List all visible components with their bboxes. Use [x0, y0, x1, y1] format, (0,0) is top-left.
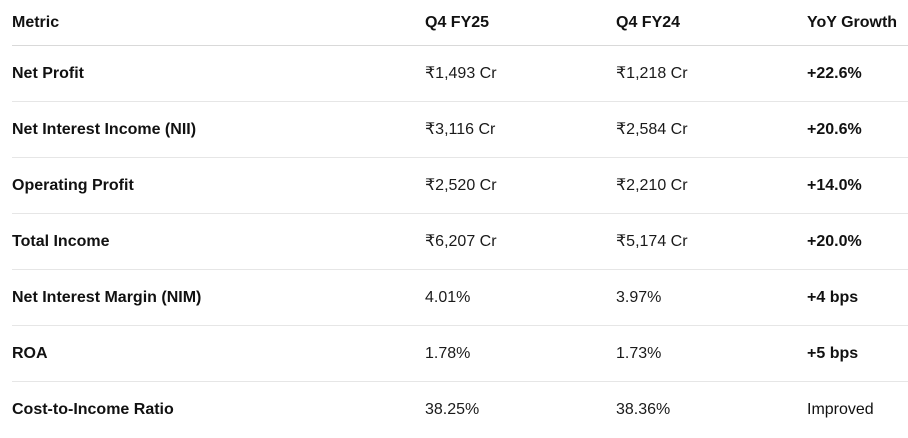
yoy-growth-cell: +20.0%	[807, 232, 862, 250]
metric-cell: Net Profit	[12, 64, 84, 82]
results-table: Metric Q4 FY25 Q4 FY24 YoY Growth Net Pr…	[12, 0, 908, 438]
metric-cell: Operating Profit	[12, 176, 134, 194]
yoy-growth-cell: +22.6%	[807, 64, 862, 82]
q4-fy25-cell: ₹3,116 Cr	[425, 120, 496, 138]
metric-cell: Total Income	[12, 232, 110, 250]
yoy-growth-cell: +20.6%	[807, 120, 862, 138]
table-row: Total Income ₹6,207 Cr ₹5,174 Cr +20.0%	[12, 214, 908, 270]
header-q4-fy24: Q4 FY24	[616, 13, 681, 31]
header-q4-fy25: Q4 FY25	[425, 13, 490, 31]
q4-fy24-cell: 1.73%	[616, 344, 662, 362]
q4-fy24-cell: 3.97%	[616, 288, 662, 306]
table-row: Operating Profit ₹2,520 Cr ₹2,210 Cr +14…	[12, 158, 908, 214]
metric-cell: Net Interest Margin (NIM)	[12, 288, 202, 306]
q4-fy24-cell: ₹1,218 Cr	[616, 64, 688, 82]
q4-fy25-cell: ₹1,493 Cr	[425, 64, 497, 82]
metric-cell: Cost-to-Income Ratio	[12, 401, 174, 418]
q4-fy24-cell: ₹5,174 Cr	[616, 232, 688, 250]
q4-fy25-cell: 1.78%	[425, 344, 471, 362]
yoy-growth-cell: +14.0%	[807, 176, 862, 194]
table-row: Net Interest Income (NII) ₹3,116 Cr ₹2,5…	[12, 102, 908, 158]
table-row: Cost-to-Income Ratio 38.25% 38.36% Impro…	[12, 382, 908, 438]
table-row: Net Profit ₹1,493 Cr ₹1,218 Cr +22.6%	[12, 46, 908, 102]
q4-fy25-cell: 4.01%	[425, 288, 471, 306]
yoy-growth-cell: +4 bps	[807, 288, 859, 306]
table-header-row: Metric Q4 FY25 Q4 FY24 YoY Growth	[12, 0, 908, 46]
q4-fy24-cell: 38.36%	[616, 401, 671, 418]
q4-fy25-cell: 38.25%	[425, 401, 480, 418]
q4-fy24-cell: ₹2,210 Cr	[616, 176, 688, 194]
yoy-growth-cell: +5 bps	[807, 344, 859, 362]
q4-fy25-cell: ₹6,207 Cr	[425, 232, 497, 250]
metric-cell: Net Interest Income (NII)	[12, 120, 197, 138]
table-row: ROA 1.78% 1.73% +5 bps	[12, 326, 908, 382]
header-metric: Metric	[12, 13, 60, 31]
q4-fy24-cell: ₹2,584 Cr	[616, 120, 688, 138]
q4-fy25-cell: ₹2,520 Cr	[425, 176, 497, 194]
table-row: Net Interest Margin (NIM) 4.01% 3.97% +4…	[12, 270, 908, 326]
yoy-growth-cell: Improved	[807, 401, 874, 418]
header-yoy-growth: YoY Growth	[807, 13, 898, 31]
metric-cell: ROA	[12, 344, 48, 362]
